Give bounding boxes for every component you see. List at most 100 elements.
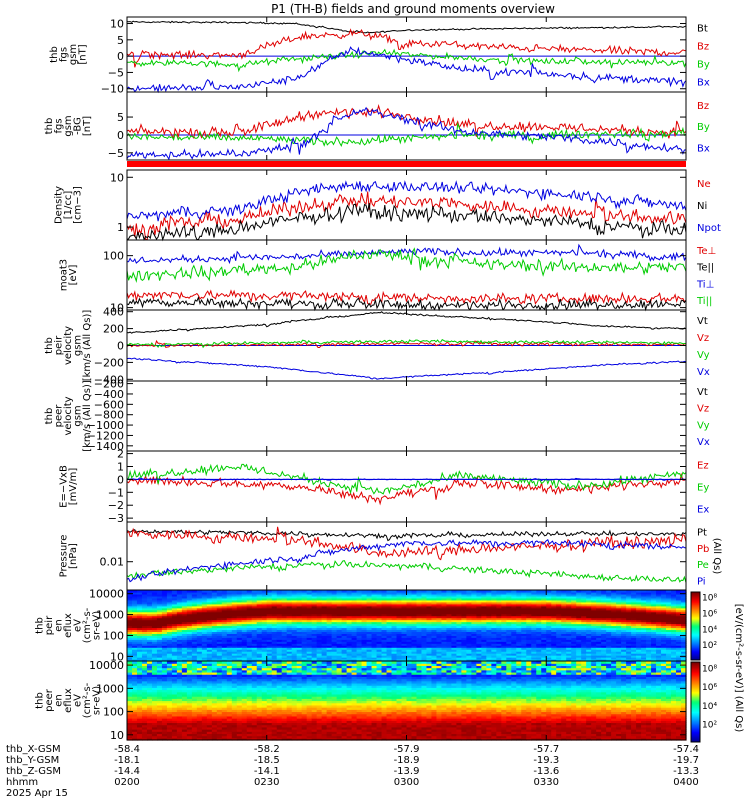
- spectrogram-cell: [641, 635, 647, 638]
- spectrogram-cell: [151, 726, 158, 730]
- spectrogram-cell: [646, 633, 652, 636]
- spectrogram-cell: [396, 623, 403, 627]
- spectrogram-cell: [561, 657, 567, 660]
- spectrogram-cell: [466, 591, 472, 595]
- spectrogram-cell: [196, 685, 203, 688]
- spectrogram-cell: [401, 625, 408, 629]
- spectrogram-cell: [361, 651, 368, 654]
- spectrogram-cell: [281, 597, 288, 601]
- spectrogram-cell: [241, 655, 248, 658]
- spectrogram-cell: [181, 615, 188, 619]
- spectrogram-cell: [166, 689, 173, 693]
- spectrogram-cell: [166, 619, 173, 623]
- spectrogram-cell: [521, 611, 527, 615]
- spectrogram-cell: [151, 641, 158, 644]
- spectrogram-cell: [536, 601, 542, 605]
- spectrogram-cell: [531, 591, 537, 595]
- spectrogram-cell: [576, 655, 582, 658]
- spectrogram-cell: [441, 597, 448, 601]
- spectrogram-cell: [396, 593, 403, 597]
- spectrogram-cell: [626, 615, 632, 619]
- spectrogram-cell: [136, 735, 143, 739]
- spectrogram-cell: [636, 627, 642, 631]
- spectrogram-cell: [516, 611, 522, 615]
- spectrogram-cell: [406, 595, 413, 599]
- spectrogram-cell: [551, 643, 557, 646]
- spectrogram-cell: [456, 655, 462, 658]
- spectrogram-cell: [681, 605, 687, 609]
- spectrogram-cell: [141, 619, 148, 623]
- spectrogram-cell: [346, 647, 353, 650]
- spectrogram-cell: [201, 661, 208, 664]
- spectrogram-cell: [146, 722, 153, 726]
- spectrogram-cell: [471, 605, 477, 609]
- spectrogram-cell: [226, 711, 233, 715]
- spectrogram-cell: [146, 669, 153, 673]
- legend-Vy: Vy: [697, 420, 710, 431]
- spectrogram-cell: [296, 637, 303, 640]
- spectrogram-cell: [616, 617, 622, 621]
- spectrogram-cell: [351, 647, 358, 650]
- spectrogram-cell: [611, 597, 617, 601]
- spectrogram-cell: [496, 605, 502, 609]
- spectrogram-cell: [181, 711, 188, 715]
- spectrogram-cell: [326, 609, 333, 613]
- spectrogram-cell: [586, 655, 592, 658]
- spectrogram-cell: [151, 676, 158, 680]
- spectrogram-cell: [571, 653, 577, 656]
- spectrogram-cell: [436, 590, 443, 593]
- spectrogram-cell: [186, 674, 193, 677]
- spectrogram-cell: [396, 597, 403, 601]
- spectrogram-cell: [461, 655, 467, 658]
- spectrogram-cell: [241, 623, 248, 627]
- spectrogram-cell: [276, 599, 283, 603]
- spectrogram-cell: [296, 613, 303, 617]
- spectrogram-cell: [591, 645, 597, 648]
- spectrogram-cell: [546, 635, 552, 638]
- spectrogram-cell: [376, 601, 383, 605]
- spectrogram-cell: [666, 607, 672, 611]
- spectrogram-cell: [471, 641, 477, 644]
- spectrogram-cell: [316, 625, 323, 629]
- spectrogram-cell: [161, 617, 168, 621]
- spectrogram-cell: [281, 609, 288, 613]
- spectrogram-cell: [161, 645, 168, 648]
- spectrogram-cell: [371, 613, 378, 617]
- spectrogram-cell: [531, 643, 537, 646]
- spectrogram-cell: [391, 633, 398, 636]
- spectrogram-cell: [546, 611, 552, 615]
- spectrogram-cell: [271, 595, 278, 599]
- spectrogram-cell: [411, 601, 418, 605]
- spectrogram-cell: [161, 651, 168, 654]
- spectrogram-cell: [466, 601, 472, 605]
- spectrogram-cell: [606, 639, 612, 642]
- spectrogram-cell: [656, 593, 662, 597]
- spectrogram-cell: [596, 629, 602, 633]
- spectrogram-cell: [431, 601, 438, 605]
- spectrogram-cell: [646, 627, 652, 631]
- spectrogram-cell: [546, 590, 552, 593]
- spectrogram-cell: [496, 629, 502, 633]
- spectrogram-cell: [471, 625, 477, 629]
- spectrogram-cell: [661, 623, 667, 627]
- spectrogram-cell: [241, 615, 248, 619]
- spectrogram-cell: [341, 653, 348, 656]
- spectrogram-cell: [161, 639, 168, 642]
- spectrogram-cell: [636, 615, 642, 619]
- spectrogram-cell: [341, 599, 348, 603]
- spectrogram-cell: [221, 615, 228, 619]
- spectrogram-cell: [326, 605, 333, 609]
- spectrogram-cell: [586, 625, 592, 629]
- spectrogram-cell: [646, 590, 652, 593]
- series-Bx-line: [126, 46, 687, 94]
- spectrogram-cell: [131, 667, 138, 671]
- spectrogram-cell: [231, 611, 238, 615]
- spectrogram-cell: [316, 613, 323, 617]
- spectrogram-cell: [621, 655, 627, 658]
- spectrogram-cell: [206, 615, 213, 619]
- spectrogram-cell: [556, 639, 562, 642]
- spectrogram-cell: [221, 698, 228, 702]
- spectrogram-cell: [186, 649, 193, 652]
- spectrogram-cell: [231, 597, 238, 601]
- spectrogram-cell: [276, 601, 283, 605]
